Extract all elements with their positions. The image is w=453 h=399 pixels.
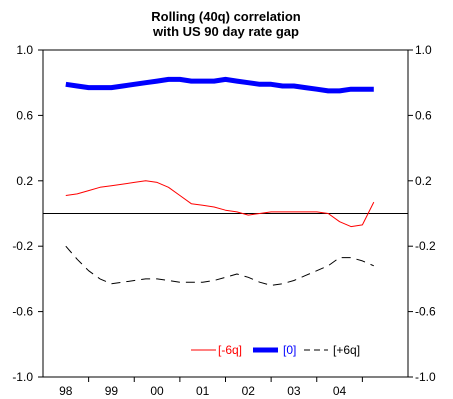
legend-label: [-6q] [218,343,242,357]
y-tick-label-left: 0.6 [16,108,33,122]
chart-subtitle: with US 90 day rate gap [152,24,299,39]
x-tick-label: 04 [333,384,347,398]
y-tick-label-right: 0.2 [415,174,432,188]
x-tick-label: 00 [150,384,164,398]
legend-label: [+6q] [333,343,360,357]
x-tick-label: 03 [287,384,301,398]
series-line-0 [65,180,375,228]
y-tick-label-left: 0.2 [16,174,33,188]
y-tick-label-left: 1.0 [16,43,33,57]
legend-label: [0] [283,343,296,357]
chart-title: Rolling (40q) correlation [151,9,301,24]
y-tick-label-right: 1.0 [415,43,432,57]
y-tick-label-left: -1.0 [12,370,33,384]
series-layer [65,76,375,286]
x-tick-label: 98 [59,384,73,398]
y-tick-label-right: -1.0 [415,370,436,384]
y-axis-left: 1.0 0.6 0.2 -0.2 -0.6 -1.0 [12,43,43,384]
y-tick-label-left: -0.2 [12,239,33,253]
y-axis-right: 1.0 0.6 0.2 -0.2 -0.6 -1.0 [408,43,436,384]
y-tick-label-left: -0.6 [12,305,33,319]
x-tick-label: 99 [105,384,119,398]
y-tick-label-right: -0.6 [415,305,436,319]
x-tick-label: 01 [196,384,210,398]
y-tick-label-right: 0.6 [415,108,432,122]
x-axis: 98 99 00 01 02 03 04 [59,377,363,398]
legend: [-6q] [0] [+6q] [191,343,360,357]
y-tick-label-right: -0.2 [415,239,436,253]
series-line-1 [65,76,374,94]
x-tick-label: 02 [242,384,256,398]
series-line-2 [65,245,374,286]
